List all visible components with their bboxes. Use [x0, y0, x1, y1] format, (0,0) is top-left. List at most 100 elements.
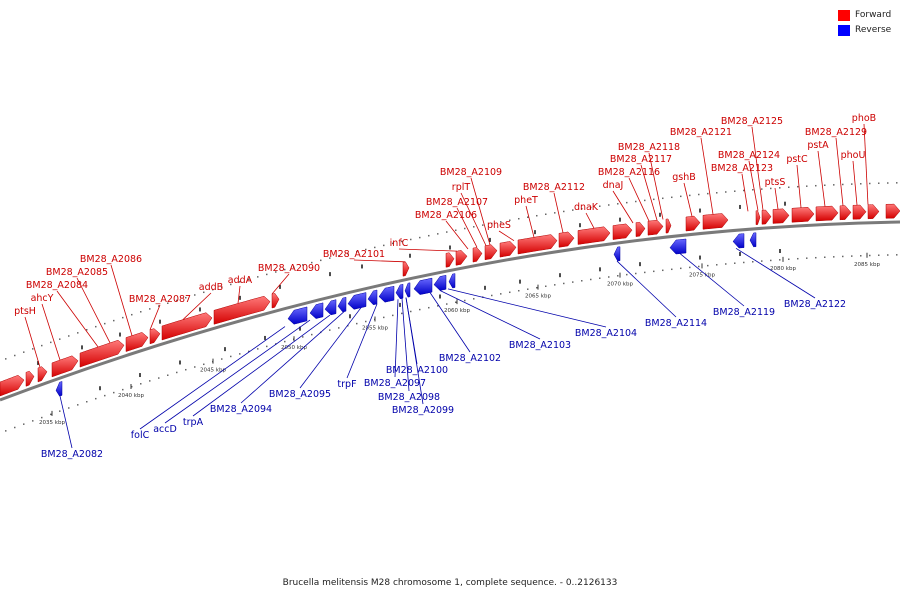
gene-dnaJ[interactable]: [612, 223, 633, 240]
gene-g5[interactable]: [445, 252, 455, 268]
gene-label: BM28_A2106: [415, 210, 477, 221]
scale-tick-label: 2060 kbp: [444, 308, 470, 314]
gene-g2[interactable]: [25, 370, 35, 387]
gene-label: trpF: [337, 379, 356, 390]
gene-g1[interactable]: [0, 375, 25, 397]
legend-forward-label: Forward: [855, 10, 892, 20]
scale-tick-label: 2055 kbp: [362, 325, 388, 331]
gene-dnaK[interactable]: [577, 226, 611, 245]
gene-label: ptsH: [14, 306, 36, 317]
gene-label: dnaJ: [603, 180, 624, 191]
gene-BM28_A2107[interactable]: [484, 244, 498, 261]
gene-label: BM28_A2124: [718, 150, 780, 161]
scale-tick-label: 2085 kbp: [854, 262, 880, 268]
gene-BM28_A2095[interactable]: [347, 292, 367, 310]
gene-BM28_A2106[interactable]: [472, 247, 483, 263]
gene-addA[interactable]: [213, 295, 271, 325]
gene-label: BM28_A2118: [618, 142, 680, 153]
legend-forward: Forward: [838, 8, 891, 22]
scale-tick-label: 2045 kbp: [200, 368, 226, 374]
gene-label: ahcY: [31, 293, 54, 304]
gene-BM28_A2097[interactable]: [378, 285, 395, 303]
gene-BM28_A2112[interactable]: [558, 231, 575, 248]
gene-BM28_A2082[interactable]: [55, 380, 63, 397]
gene-BM28_A2119[interactable]: [669, 238, 687, 255]
gene-label: phoU: [841, 150, 866, 161]
scale-tick-label: 2070 kbp: [607, 282, 633, 288]
gene-label: BM28_A2097: [364, 378, 426, 389]
gene-g9[interactable]: [885, 203, 900, 219]
gene-label: accD: [153, 424, 177, 435]
gene-label: BM28_A2100: [386, 365, 448, 376]
gene-label: BM28_A2114: [645, 318, 707, 329]
gene-label: BM28_A2107: [426, 197, 488, 208]
gene-BM28_A2101[interactable]: [402, 261, 410, 277]
gene-label: BM28_A2104: [575, 328, 637, 339]
gene-pheT[interactable]: [517, 234, 558, 255]
gene-label: BM28_A2121: [670, 127, 732, 138]
gene-label: BM28_A2125: [721, 116, 783, 127]
gene-BM28_A2085[interactable]: [149, 328, 161, 345]
gene-label: addB: [199, 282, 223, 293]
gene-BM28_A2121[interactable]: [702, 213, 729, 230]
gene-BM28_A2102[interactable]: [433, 275, 447, 291]
gene-label: gshB: [672, 172, 696, 183]
gene-label: BM28_A2109: [440, 167, 502, 178]
legend-forward-swatch: [838, 9, 850, 21]
gene-label: BM28_A2122: [784, 299, 846, 310]
gene-BM28_A2125[interactable]: [772, 208, 790, 224]
gene-g8[interactable]: [761, 209, 772, 225]
gene-label: addA: [228, 275, 253, 286]
gene-BM28_A2100[interactable]: [413, 277, 433, 295]
gene-BM28_A2122[interactable]: [732, 233, 745, 249]
gene-label: BM28_A2090: [258, 263, 320, 274]
gene-label: phoB: [852, 113, 876, 124]
gene-label: BM28_A2129: [805, 127, 867, 138]
gene-label: BM28_A2084: [26, 280, 88, 291]
gene-BM28_A2103[interactable]: [448, 273, 456, 289]
legend-reverse-label: Reverse: [855, 25, 892, 35]
gene-label: BM28_A2119: [713, 307, 775, 318]
gene-pstA[interactable]: [815, 205, 839, 222]
scale-tick-label: 2065 kbp: [525, 294, 551, 300]
gene-BM28_A2117[interactable]: [647, 219, 664, 236]
gene-g7[interactable]: [755, 210, 761, 225]
gene-label: BM28_A2094: [210, 404, 272, 415]
gene-label: trpA: [183, 417, 204, 428]
gene-BM28_A2122b[interactable]: [749, 232, 757, 248]
gene-BM28_A2114[interactable]: [613, 246, 621, 262]
gene-BM28_A2099[interactable]: [404, 282, 411, 298]
gene-ahcY[interactable]: [79, 339, 125, 368]
gene-label: BM28_A2101: [323, 249, 385, 260]
gene-phoU[interactable]: [852, 204, 867, 220]
scale-tick-label: 2075 kbp: [689, 272, 715, 278]
gene-pheS[interactable]: [499, 241, 517, 258]
gene-trpA[interactable]: [324, 299, 337, 316]
gene-trpF[interactable]: [367, 289, 378, 306]
legend-reverse: Reverse: [838, 23, 891, 37]
scale-tick-label: 2035 kbp: [39, 420, 65, 426]
gene-BM28_A2098[interactable]: [395, 283, 404, 300]
gene-label: pheT: [514, 195, 538, 206]
gene-BM28_A2116[interactable]: [635, 221, 646, 237]
gene-addB[interactable]: [161, 312, 213, 341]
gene-gshB[interactable]: [685, 215, 701, 232]
gene-g3[interactable]: [37, 366, 48, 383]
gene-phoB[interactable]: [867, 204, 880, 220]
gene-g6[interactable]: [665, 218, 672, 234]
gene-BM28_A2094[interactable]: [337, 296, 347, 313]
gene-g4[interactable]: [271, 293, 280, 309]
gene-label: rplT: [452, 182, 471, 193]
gene-pstC[interactable]: [791, 207, 815, 223]
gene-infC[interactable]: [455, 250, 468, 266]
scale-tick-label: 2050 kbp: [281, 345, 307, 351]
gene-folC[interactable]: [287, 306, 308, 325]
legend: Forward Reverse: [838, 8, 891, 38]
gene-accD[interactable]: [309, 302, 324, 319]
scale-tick-label: 2080 kbp: [770, 266, 796, 272]
gene-label: pheS: [487, 220, 511, 231]
gene-label: ptsS: [765, 177, 786, 188]
gene-label: BM28_A2086: [80, 254, 142, 265]
gene-BM28_A2129[interactable]: [839, 205, 852, 221]
gene-label: BM28_A2116: [598, 167, 660, 178]
